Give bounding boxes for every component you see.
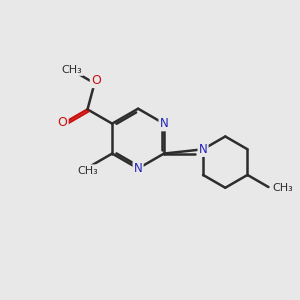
Text: N: N (199, 143, 207, 156)
Text: CH₃: CH₃ (62, 65, 82, 75)
Text: N: N (160, 117, 168, 130)
Text: O: O (58, 116, 68, 129)
Text: CH₃: CH₃ (273, 184, 293, 194)
Text: O: O (91, 74, 101, 87)
Text: CH₃: CH₃ (77, 166, 98, 176)
Text: N: N (134, 162, 142, 175)
